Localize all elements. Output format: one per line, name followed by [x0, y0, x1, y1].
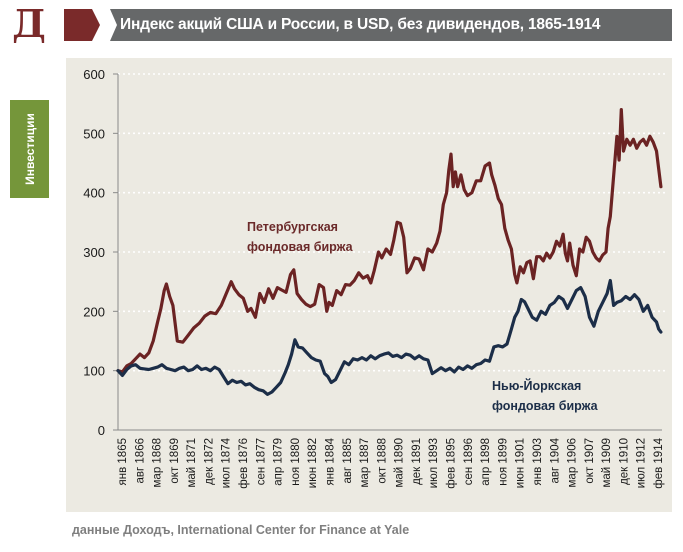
x-tick-label: июл 1912 [636, 438, 648, 488]
x-tick-label: сен 1877 [255, 438, 267, 485]
x-tick-label: авг 1904 [549, 437, 561, 483]
y-tick-label: 600 [83, 67, 105, 82]
y-tick-label: 300 [83, 245, 105, 260]
x-tick-label: янв 1884 [324, 437, 336, 485]
x-tick-label: мар 1887 [359, 438, 371, 487]
series-annotations: Петербургская фондовая биржа Нью-Йоркска… [247, 220, 599, 413]
x-tick-label: ноя 1899 [497, 438, 509, 486]
y-tick-labels: 0 100 200 300 400 500 600 [83, 67, 105, 438]
x-tick-label: окт 1907 [584, 438, 596, 484]
x-tick-label: окт 1888 [376, 438, 388, 484]
x-tick-label: сен 1896 [463, 438, 475, 485]
y-tick-label: 200 [83, 304, 105, 319]
annotation-ny-line1: Нью-Йоркская [492, 378, 581, 393]
x-tick-label: май 1890 [394, 438, 406, 488]
x-tick-label: янв 1865 [117, 438, 129, 485]
series-line-spb [116, 107, 663, 374]
x-tick-label: ноя 1880 [290, 438, 302, 486]
x-tick-label: окт 1869 [169, 438, 181, 484]
x-tick-label: апр 1898 [480, 438, 492, 486]
x-tick-label: июн 1901 [515, 438, 527, 488]
x-tick-label: май 1871 [186, 438, 198, 488]
x-tick-label: фев 1914 [653, 437, 665, 488]
gridlines [118, 73, 668, 372]
title-banner [110, 9, 672, 41]
x-tick-label: дек 1910 [618, 438, 630, 485]
x-tick-label: янв 1903 [532, 438, 544, 485]
source-caption: данные Доходъ, International Center for … [72, 523, 410, 537]
x-tick-label: июн 1882 [307, 438, 319, 488]
y-tick-label: 400 [83, 186, 105, 201]
x-tick-label: авг 1885 [342, 438, 354, 483]
x-tick-label: фев 1876 [238, 438, 250, 489]
x-tick-labels: янв 1865 авг 1866 мар 1868 окт 1869 май 1871… [117, 437, 665, 488]
x-tick-label: июл 1874 [221, 437, 233, 488]
y-tick-label: 500 [83, 126, 105, 141]
annotation-ny-line2: фондовая биржа [492, 399, 599, 413]
annotation-spb-line1: Петербургская [247, 220, 338, 234]
annotation-spb-line2: фондовая биржа [247, 240, 354, 254]
brand-arrow-icon [64, 9, 100, 41]
y-tick-label: 100 [83, 364, 105, 379]
x-tick-label: фев 1895 [446, 438, 458, 489]
series-line-ny [116, 278, 663, 396]
series-lines [116, 107, 663, 396]
x-tick-label: май 1909 [601, 438, 613, 488]
logo-letter: Д [12, 1, 46, 46]
x-tick-label: дек 1891 [411, 438, 423, 485]
x-tick-label: авг 1866 [134, 438, 146, 483]
page-title: Индекс акций США и России, в USD, без ди… [120, 16, 601, 33]
x-tick-label: июл 1893 [428, 438, 440, 488]
x-tick-label: мар 1906 [567, 438, 579, 487]
x-tick-label: дек 1872 [203, 438, 215, 485]
x-tick-label: мар 1868 [152, 438, 164, 487]
section-tab-investments[interactable]: Инвестиции [10, 100, 49, 198]
y-tick-label: 0 [98, 423, 105, 438]
x-tick-label: апр 1879 [273, 438, 285, 486]
